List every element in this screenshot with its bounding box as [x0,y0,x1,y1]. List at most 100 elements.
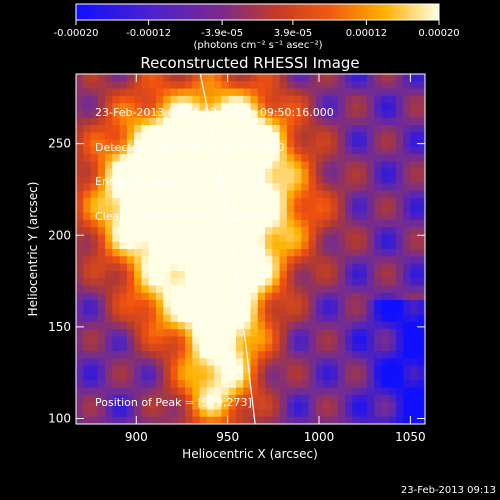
heatmap-cell [177,372,186,381]
heatmap-cell [192,292,201,301]
heatmap-cell [403,234,411,243]
heatmap-cell [228,336,237,345]
heatmap-cell [388,387,397,396]
heatmap-cell [374,351,382,359]
heatmap-cell [141,81,150,90]
heatmap-cell [286,409,295,418]
heatmap-cell [279,307,288,316]
heatmap-cell [374,197,382,206]
heatmap-cell [359,132,368,141]
heatmap-cell [221,300,230,308]
heatmap-cell [214,256,222,265]
heatmap-cell [155,197,164,206]
heatmap-cell [381,103,390,111]
heatmap-cell [170,168,179,177]
heatmap-cell [119,132,128,141]
heatmap-cell [199,154,208,162]
heatmap-cell [235,132,244,141]
heatmap-cell [235,183,244,192]
heatmap-cell [330,249,339,257]
heatmap-cell [330,351,339,359]
heatmap-cell [374,358,382,367]
heatmap-cell [185,380,193,389]
heatmap-cell [112,132,121,141]
heatmap-cell [119,205,128,214]
heatmap-cell [214,139,222,148]
heatmap-cell [417,81,425,90]
heatmap-cell [301,270,310,279]
heatmap-cell [90,132,99,141]
heatmap-cell [134,110,142,119]
heatmap-cell [126,321,135,330]
heatmap-cell [403,132,411,141]
heatmap-cell [279,125,288,133]
heatmap-cell [272,307,281,316]
heatmap-cell [410,183,419,192]
heatmap-cell [163,256,172,265]
heatmap-cell [185,321,193,330]
heatmap-cell [395,380,404,389]
heatmap-cell [417,336,425,345]
heatmap-cell [221,117,230,126]
heatmap-cell [279,329,288,337]
heatmap-cell [403,81,411,90]
heatmap-cell [126,212,135,221]
heatmap-cell [337,161,346,170]
heatmap-cell [221,372,230,381]
heatmap-cell [330,394,339,403]
heatmap-cell [395,234,404,243]
heatmap-cell [395,249,404,257]
heatmap-cell [148,358,157,367]
heatmap-cell [163,125,172,133]
heatmap-cell [257,394,266,403]
heatmap-cell [366,81,375,90]
heatmap-cell [97,234,106,243]
heatmap-cell [112,95,121,104]
heatmap-cell [403,300,411,308]
heatmap-cell [330,183,339,192]
heatmap-cell [352,278,361,286]
heatmap-cell [83,110,92,119]
heatmap-cell [308,234,317,243]
heatmap-cell [359,358,368,367]
heatmap-cell [177,197,186,206]
heatmap-cell [294,292,302,301]
heatmap-cell [90,161,99,170]
heatmap-cell [410,329,419,337]
heatmap-cell [141,88,150,97]
heatmap-cell [272,263,281,272]
heatmap-cell [395,190,404,199]
heatmap-cell [330,402,339,410]
heatmap-cell [395,270,404,279]
heatmap-cell [90,263,99,272]
heatmap-cell [126,292,135,301]
heatmap-cell [395,227,404,235]
heatmap-cell [272,416,281,424]
heatmap-cell [214,387,222,396]
heatmap-cell [323,256,331,265]
heatmap-cell [206,249,215,257]
heatmap-cells [76,74,425,424]
heatmap-cell [148,176,157,184]
heatmap-cell [243,95,251,104]
heatmap-cell [250,161,259,170]
heatmap-cell [301,402,310,410]
heatmap-cell [90,307,99,316]
heatmap-cell [374,329,382,337]
heatmap-cell [352,219,361,228]
heatmap-cell [119,219,128,228]
heatmap-cell [257,387,266,396]
heatmap-cell [345,74,353,82]
heatmap-cell [177,278,186,286]
heatmap-cell [185,358,193,367]
heatmap-cell [134,95,142,104]
heatmap-cell [235,380,244,389]
heatmap-cell [395,117,404,126]
heatmap-cell [294,358,302,367]
heatmap-cell [141,380,150,389]
heatmap-cell [228,351,237,359]
heatmap-cell [308,416,317,424]
heatmap-cell [163,81,172,90]
heatmap-cell [308,300,317,308]
heatmap-cell [330,205,339,214]
